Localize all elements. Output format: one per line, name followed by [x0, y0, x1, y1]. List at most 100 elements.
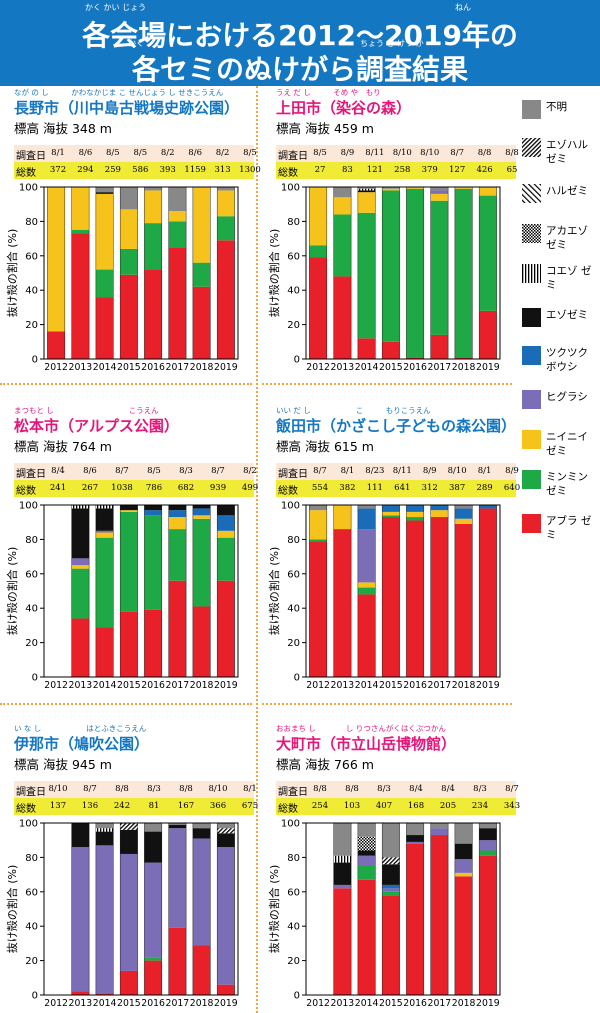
x-tick-label: 2018: [452, 362, 476, 371]
survey-table: 調査日 8/10 8/7 8/8 8/3 8/8 8/10 8/1 総数 137 136 242 81 1…: [14, 781, 258, 815]
legend-label: アブラ ゼミ: [546, 515, 592, 541]
x-tick-label: 2017: [428, 680, 452, 689]
title-ruby: おおまち し し りつさんがくはくぶつかん: [276, 724, 446, 733]
survey-table: 調査日 8/4 8/6 8/7 8/5 8/3 8/7 8/2 総数 241 267 1038 786 6…: [14, 463, 258, 497]
total-count: 168: [407, 801, 425, 811]
survey-date-label: 調査日: [16, 787, 46, 798]
total-count: 294: [77, 165, 94, 175]
survey-date: 8/8: [313, 784, 327, 794]
y-tick-label: 0: [294, 991, 300, 1002]
x-tick-label: 2019: [214, 998, 238, 1007]
bar-segment: [217, 847, 235, 985]
legend-swatch: [522, 308, 541, 327]
survey-date-label: 調査日: [278, 469, 308, 480]
bar-segment: [406, 520, 424, 677]
bar-segment: [454, 187, 473, 189]
y-tick-label: 20: [25, 956, 38, 967]
survey-date: 8/9: [422, 466, 437, 476]
bar-segment: [71, 991, 90, 995]
y-tick-label: 80: [287, 217, 300, 228]
bar-segment: [95, 192, 114, 194]
x-tick-label: 2017: [166, 680, 190, 689]
bar-segment: [144, 269, 162, 359]
panel-title: 松本市（アルプス公園）: [14, 417, 179, 435]
bar-segment: [217, 190, 235, 217]
y-axis-label: 抜け殻の割合 (%): [267, 229, 281, 318]
y-tick-label: 80: [287, 535, 300, 546]
survey-date: 8/3: [179, 466, 193, 476]
x-tick-label: 2012: [306, 362, 330, 371]
total-count: 267: [81, 483, 99, 493]
y-tick-label: 60: [287, 251, 300, 262]
elevation-label: 標高 海抜 348 m: [14, 121, 112, 136]
bar-segment: [71, 505, 90, 509]
survey-date-row: 調査日 8/8 8/8 8/3 8/4 8/4 8/3 8/7: [276, 781, 519, 798]
bar-segment: [357, 594, 376, 677]
row-divider: [262, 703, 512, 705]
x-tick-label: 2016: [141, 362, 165, 371]
total-count: 121: [366, 165, 383, 175]
x-tick-label: 2013: [69, 680, 93, 689]
bar-segment: [217, 828, 235, 834]
bar-segment: [192, 823, 211, 829]
bar-segment: [95, 993, 114, 995]
bar-segment: [454, 357, 473, 359]
total-count: 586: [132, 165, 149, 175]
survey-date-label: 調査日: [278, 151, 308, 162]
bar-segment: [430, 190, 449, 194]
survey-date: 8/4: [409, 784, 423, 794]
panel-title: 上田市（染谷の森）: [276, 99, 412, 117]
title-ruby: うえ だ し そめ や もり: [276, 88, 381, 97]
x-tick-label: 2015: [379, 680, 403, 689]
total-count-row: 総数 372 294 259 586 393 1159 313 1300: [14, 162, 261, 179]
bar-segment: [192, 187, 211, 263]
bar-segment: [333, 214, 352, 277]
x-tick-label: 2019: [214, 362, 238, 371]
survey-date: 8/5: [243, 148, 257, 158]
bar-segment: [120, 510, 138, 512]
survey-date: 8/10: [447, 466, 467, 476]
bar-segment: [95, 193, 114, 270]
bar-segment: [479, 508, 497, 677]
x-tick-label: 2019: [214, 680, 238, 689]
bar-segment: [406, 187, 424, 189]
bar-segment: [454, 518, 473, 524]
x-tick-label: 2014: [355, 362, 379, 371]
survey-date: 8/7: [313, 466, 327, 476]
bar-segment: [382, 884, 400, 889]
bar-segment: [357, 508, 376, 530]
bar-segment: [333, 197, 352, 215]
x-tick-label: 2014: [355, 680, 379, 689]
survey-date: 8/5: [147, 466, 161, 476]
total-count-row: 総数 254 103 407 168 205 234 343: [276, 798, 520, 815]
bar-segment: [406, 823, 424, 836]
panel-title: 長野市（川中島古戦場史跡公園）: [14, 99, 240, 117]
x-tick-label: 2018: [190, 362, 214, 371]
bar-segment: [47, 187, 65, 332]
bar-segment: [309, 539, 327, 542]
survey-date: 8/3: [147, 784, 161, 794]
bar-segment: [382, 857, 400, 865]
bar-segment: [192, 606, 211, 677]
total-count: 259: [104, 165, 121, 175]
bar-segment: [47, 331, 65, 359]
y-tick-label: 20: [25, 638, 38, 649]
bar-segment: [95, 823, 114, 829]
total-count: 103: [343, 801, 361, 811]
bar-segment: [95, 828, 114, 832]
x-tick-label: 2017: [166, 998, 190, 1007]
total-count-row: 総数 554 382 111 641 312 387 289 640: [276, 480, 520, 497]
bar-segment: [217, 216, 235, 241]
total-count: 343: [503, 801, 521, 811]
bar-segment: [333, 276, 352, 359]
bar-segment: [430, 517, 449, 677]
y-tick-label: 80: [25, 535, 38, 546]
y-axis-label: 抜け殻の割合 (%): [5, 865, 19, 954]
total-count: 939: [209, 483, 227, 493]
bar-segment: [333, 888, 352, 995]
x-tick-label: 2012: [306, 680, 330, 689]
row-divider: [0, 703, 252, 705]
bar-segment: [382, 864, 400, 885]
x-tick-label: 2015: [117, 362, 141, 371]
